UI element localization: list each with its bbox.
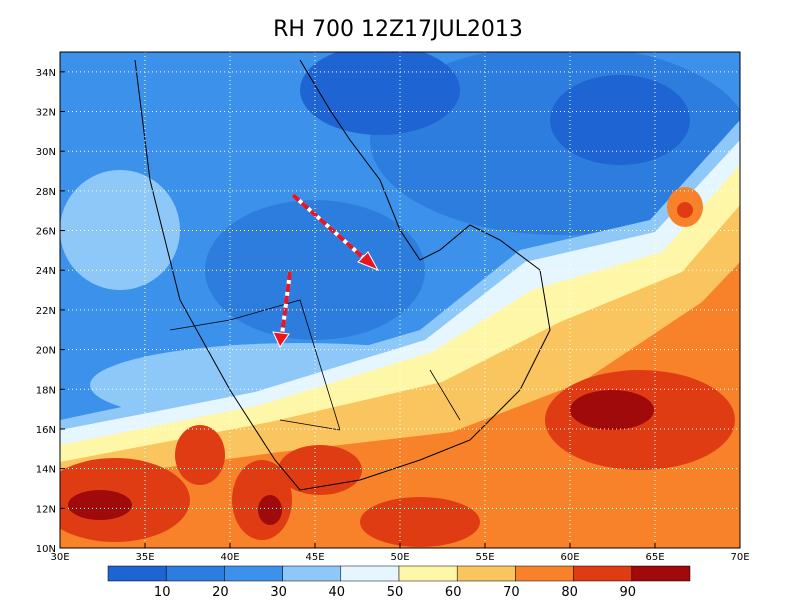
- colorbar-box: [631, 565, 691, 582]
- colorbar-label: 90: [620, 585, 637, 600]
- colorbar-box: [515, 565, 574, 582]
- colorbar-box: [282, 565, 342, 582]
- lon-tick-label: 60E: [560, 552, 579, 563]
- lat-tick-label: 28N: [36, 187, 56, 198]
- colorbar-label: 60: [445, 585, 462, 600]
- lat-tick-label: 12N: [36, 504, 56, 515]
- lat-tick-label: 32N: [36, 108, 56, 119]
- lat-tick-label: 10N: [36, 544, 56, 555]
- colorbar-box: [107, 565, 167, 582]
- lon-tick-label: 30E: [50, 552, 69, 563]
- lat-tick-label: 30N: [36, 147, 56, 158]
- lon-tick-label: 50E: [390, 552, 409, 563]
- colorbar-box: [456, 565, 516, 582]
- rh-field: [60, 52, 740, 548]
- colorbar-label: 20: [212, 585, 229, 600]
- lon-tick-label: 45E: [305, 552, 324, 563]
- lat-tick-label: 20N: [36, 346, 56, 357]
- lat-tick-label: 18N: [36, 385, 56, 396]
- lon-tick-label: 55E: [475, 552, 494, 563]
- lon-tick-label: 40E: [220, 552, 239, 563]
- map-title: RH 700 12Z17JUL2013: [273, 17, 523, 42]
- colorbar-box: [573, 565, 633, 582]
- colorbar-box: [224, 565, 283, 582]
- lat-tick-label: 14N: [36, 465, 56, 476]
- colorbar-label: 40: [329, 585, 346, 600]
- lon-tick-label: 65E: [645, 552, 664, 563]
- lat-tick-label: 26N: [36, 227, 56, 238]
- lat-tick-label: 24N: [36, 266, 56, 277]
- colorbar-label: 30: [270, 585, 287, 600]
- lat-tick-label: 22N: [36, 306, 56, 317]
- colorbar-label: 50: [387, 585, 404, 600]
- colorbar-label: 70: [503, 585, 520, 600]
- lat-tick-label: 34N: [36, 68, 56, 79]
- colorbar-label: 10: [154, 585, 171, 600]
- colorbar-box: [165, 565, 225, 582]
- lat-tick-label: 16N: [36, 425, 56, 436]
- lon-tick-label: 70E: [730, 552, 749, 563]
- colorbar-label: 80: [561, 585, 578, 600]
- lon-tick-label: 35E: [135, 552, 154, 563]
- colorbar-box: [398, 565, 458, 582]
- colorbar-box: [340, 565, 400, 582]
